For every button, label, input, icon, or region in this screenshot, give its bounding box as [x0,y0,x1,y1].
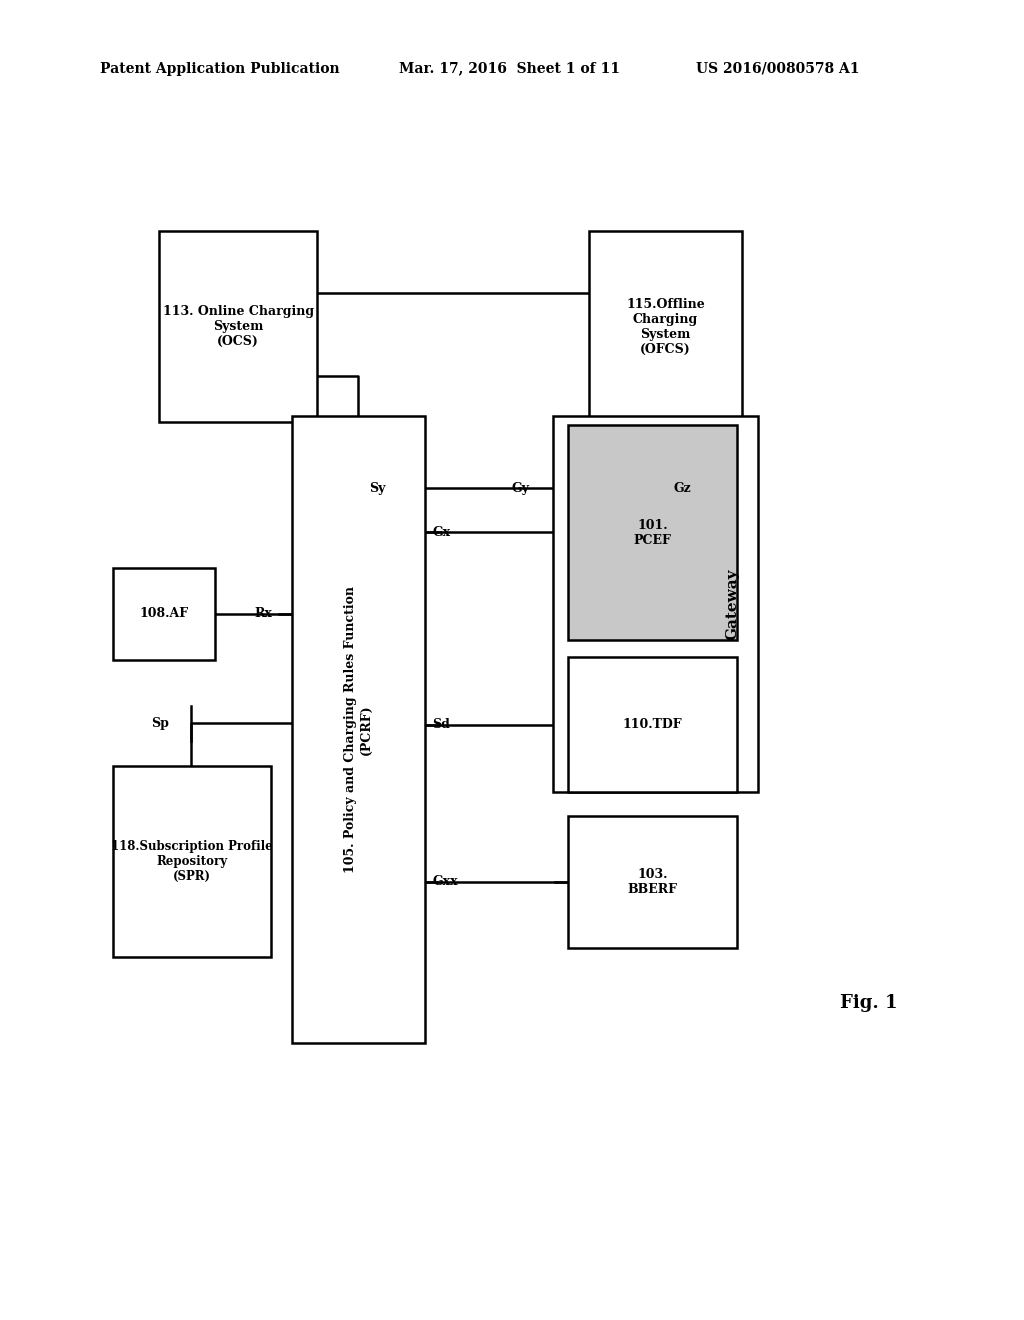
Bar [113,568,215,660]
Text: 113. Online Charging
System
(OCS): 113. Online Charging System (OCS) [163,305,313,348]
Text: 101.
PCEF: 101. PCEF [634,519,672,546]
Text: Patent Application Publication: Patent Application Publication [100,62,340,75]
Text: Gy: Gy [512,482,529,495]
Text: Gz: Gz [674,482,691,495]
Bar [568,425,737,640]
Text: 110.TDF: 110.TDF [623,718,683,731]
Text: 103.
BBERF: 103. BBERF [628,867,678,896]
Bar [159,231,317,422]
Text: Sy: Sy [369,482,385,495]
Bar [553,416,758,792]
Text: US 2016/0080578 A1: US 2016/0080578 A1 [696,62,860,75]
Text: Sd: Sd [432,718,450,731]
Text: Gateway: Gateway [725,568,739,640]
Text: Gx: Gx [432,525,451,539]
Text: 108.AF: 108.AF [139,607,188,620]
Text: 105. Policy and Charging Rules Function
(PCRF): 105. Policy and Charging Rules Function … [344,586,373,873]
Bar [292,416,425,1043]
Text: 118.Subscription Profile
Repository
(SPR): 118.Subscription Profile Repository (SPR… [112,840,272,883]
Bar [568,657,737,792]
Text: Mar. 17, 2016  Sheet 1 of 11: Mar. 17, 2016 Sheet 1 of 11 [399,62,621,75]
Text: 115.Offline
Charging
System
(OFCS): 115.Offline Charging System (OFCS) [627,298,705,355]
Bar [113,766,271,957]
Bar [589,231,742,422]
Text: Gxx: Gxx [432,875,458,888]
Bar [568,816,737,948]
Text: Sp: Sp [152,717,169,730]
Text: Rx: Rx [254,607,271,620]
Text: Fig. 1: Fig. 1 [840,994,897,1012]
